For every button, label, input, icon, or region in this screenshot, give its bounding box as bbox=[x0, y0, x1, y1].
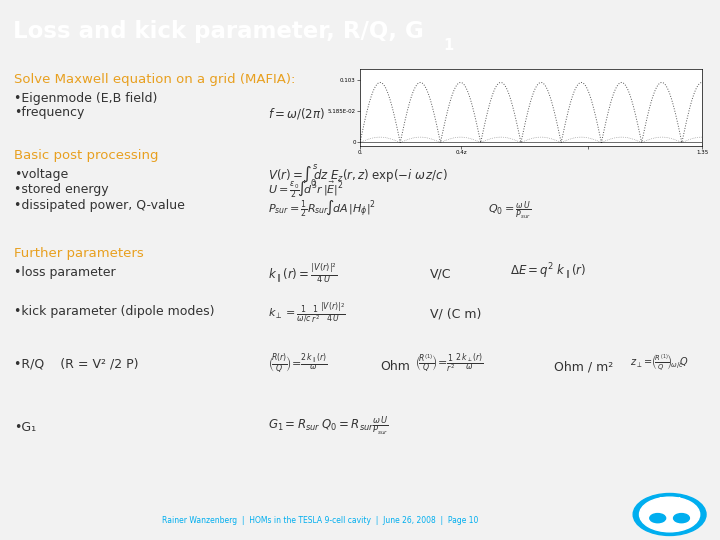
Text: $U = \frac{\varepsilon_0}{2}\!\int\! d^3r\,|\vec{E}|^2$: $U = \frac{\varepsilon_0}{2}\!\int\! d^3… bbox=[268, 180, 344, 200]
Text: Ohm: Ohm bbox=[380, 361, 410, 374]
Text: Rainer Wanzenberg  |  HOMs in the TESLA 9-cell cavity  |  June 26, 2008  |  Page: Rainer Wanzenberg | HOMs in the TESLA 9-… bbox=[162, 516, 478, 525]
Text: $f = \omega/(2\pi)$: $f = \omega/(2\pi)$ bbox=[268, 106, 325, 122]
Text: Further parameters: Further parameters bbox=[14, 247, 144, 260]
Text: V/C: V/C bbox=[430, 268, 451, 281]
Text: $\Delta E = q^2\; k_\parallel(r)$: $\Delta E = q^2\; k_\parallel(r)$ bbox=[510, 261, 586, 282]
Text: $Q_0 = \frac{\omega\, U}{P_{sur}}$: $Q_0 = \frac{\omega\, U}{P_{sur}}$ bbox=[488, 199, 531, 222]
Text: •Eigenmode (E,B field): •Eigenmode (E,B field) bbox=[14, 92, 158, 105]
Circle shape bbox=[650, 514, 665, 523]
Text: Loss and kick parameter, R/Q, G: Loss and kick parameter, R/Q, G bbox=[13, 19, 423, 43]
Circle shape bbox=[674, 514, 690, 523]
Text: •voltage: •voltage bbox=[14, 167, 68, 180]
Circle shape bbox=[639, 497, 700, 532]
Text: $z_\perp\!=\!\left(\!\frac{R^{(1)}}{Q}\!\right)_{\!\omega/c}\!\!Q$: $z_\perp\!=\!\left(\!\frac{R^{(1)}}{Q}\!… bbox=[630, 352, 689, 373]
Text: •G₁: •G₁ bbox=[14, 421, 36, 434]
Text: •R/Q    (R = V² /2 P): •R/Q (R = V² /2 P) bbox=[14, 357, 138, 370]
Text: $G_1 = R_{sur}\;Q_0 = R_{sur}\frac{\omega\,U}{P_{sur}}$: $G_1 = R_{sur}\;Q_0 = R_{sur}\frac{\omeg… bbox=[268, 415, 389, 438]
Text: $P_{sur} = \frac{1}{2}R_{sur}\!\int\! dA\,|H_\phi|^2$: $P_{sur} = \frac{1}{2}R_{sur}\!\int\! dA… bbox=[268, 199, 376, 219]
Text: 1: 1 bbox=[444, 38, 454, 53]
Text: •loss parameter: •loss parameter bbox=[14, 266, 116, 279]
Text: •stored energy: •stored energy bbox=[14, 184, 109, 197]
Text: $V(r)=\!\int_0^s\!\!dz\;E_z(r,z)\;\exp(-i\;\omega\, z/c)$: $V(r)=\!\int_0^s\!\!dz\;E_z(r,z)\;\exp(-… bbox=[268, 163, 448, 190]
Text: Solve Maxwell equation on a grid (MAFIA):: Solve Maxwell equation on a grid (MAFIA)… bbox=[14, 73, 295, 86]
Text: $k_\parallel(r) = \frac{|V(r)|^2}{4\,U}$: $k_\parallel(r) = \frac{|V(r)|^2}{4\,U}$ bbox=[268, 261, 338, 285]
Text: V/ (C m): V/ (C m) bbox=[430, 308, 482, 321]
Text: $\left(\!\frac{R^{(1)}}{Q}\!\right)\!=\!\frac{1}{r^2}\frac{2\,k_\perp(r)}{\omega: $\left(\!\frac{R^{(1)}}{Q}\!\right)\!=\!… bbox=[415, 352, 484, 376]
Text: $\left(\!\frac{R(r)}{Q}\!\right)\!=\!\frac{2\,k_\parallel(r)}{\omega}$: $\left(\!\frac{R(r)}{Q}\!\right)\!=\!\fr… bbox=[268, 352, 328, 377]
Text: $k_\perp = \frac{1}{\omega/c}\frac{1}{r^2}\frac{|V(r)|^2}{4\,U}$: $k_\perp = \frac{1}{\omega/c}\frac{1}{r^… bbox=[268, 301, 346, 325]
Text: •kick parameter (dipole modes): •kick parameter (dipole modes) bbox=[14, 305, 215, 318]
Text: •frequency: •frequency bbox=[14, 106, 84, 119]
Text: Basic post processing: Basic post processing bbox=[14, 148, 158, 161]
Text: Ohm / m²: Ohm / m² bbox=[554, 361, 613, 374]
Circle shape bbox=[633, 494, 706, 536]
Text: •dissipated power, Q-value: •dissipated power, Q-value bbox=[14, 199, 185, 212]
Text: DESY: DESY bbox=[658, 497, 681, 506]
